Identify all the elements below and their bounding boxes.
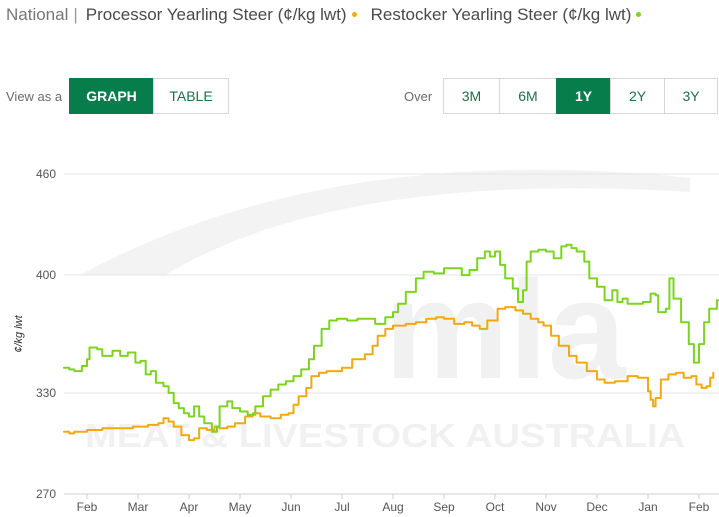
x-tick-label: May [229,500,252,514]
x-tick-label: Dec [586,500,607,514]
y-tick-label: 460 [36,167,56,181]
header-separator: | [73,5,78,24]
watermark-tagline: MEAT & LIVESTOCK AUSTRALIA [85,417,685,454]
x-tick-label: Jun [281,500,300,514]
series1-title: Processor Yearling Steer (¢/kg lwt) [85,5,347,24]
x-tick-label: Oct [486,500,505,514]
mla-watermark: mla MEAT & LIVESTOCK AUSTRALIA [80,169,690,454]
range-2y-button[interactable]: 2Y [610,78,665,114]
x-tick-label: Aug [382,500,403,514]
range-selector: 3M 6M 1Y 2Y 3Y [443,78,718,114]
series-line-restocker [63,243,719,433]
y-tick-label: 400 [36,268,56,282]
series2-title: Restocker Yearling Steer (¢/kg lwt) [370,5,632,24]
x-tick-label: Sep [433,500,455,514]
x-tick-label: Mar [128,500,149,514]
range-3m-button[interactable]: 3M [443,78,500,114]
series1-legend-dot-icon [351,12,357,18]
y-axis-label: ¢/kg lwt [13,314,25,352]
location-label: National [6,5,69,24]
table-view-button[interactable]: TABLE [153,78,229,114]
x-tick-label: Nov [535,500,556,514]
x-tick-label: Jan [638,500,657,514]
chart-series [63,243,719,442]
x-tick-label: Feb [689,500,710,514]
graph-view-button[interactable]: GRAPH [69,78,154,114]
x-tick-label: Jul [334,500,349,514]
y-tick-label: 270 [36,487,56,501]
x-tick-label: Apr [180,500,199,514]
over-label: Over [404,89,433,104]
range-3y-button[interactable]: 3Y [664,78,718,114]
range-6m-button[interactable]: 6M [499,78,557,114]
y-tick-label: 330 [36,386,56,400]
range-1y-button[interactable]: 1Y [556,78,611,114]
view-toggle: GRAPH TABLE [69,78,229,114]
series2-legend-dot-icon [636,12,642,18]
x-tick-label: Feb [77,500,98,514]
watermark-swoosh-icon [80,169,690,275]
x-axis: Feb Mar Apr May Jun Jul Aug Sep Oct Nov Dec Jan Feb [77,494,710,514]
chart-header: National | Processor Yearling Steer (¢/kg … [6,5,719,29]
view-as-label: View as a [6,89,63,104]
y-axis: 270 330 400 460 [36,167,56,501]
series-line-processor [63,306,715,442]
price-chart: mla MEAT & LIVESTOCK AUSTRALIA 270 330 400… [13,167,719,514]
